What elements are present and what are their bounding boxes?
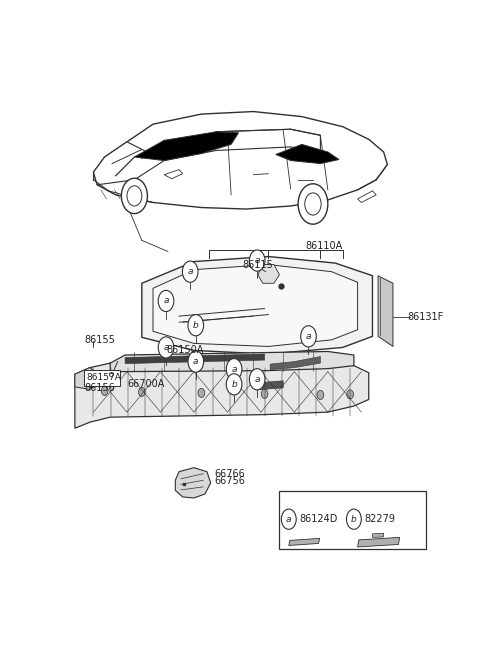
Circle shape (182, 261, 198, 282)
Text: b: b (351, 515, 357, 523)
Text: 86155: 86155 (84, 335, 115, 345)
Polygon shape (257, 380, 283, 390)
Text: a: a (163, 343, 169, 352)
FancyBboxPatch shape (279, 491, 426, 550)
Text: b: b (193, 321, 199, 330)
Text: 82279: 82279 (364, 514, 396, 524)
Polygon shape (175, 468, 211, 498)
Text: a: a (306, 332, 311, 341)
Text: a: a (163, 297, 169, 306)
Polygon shape (125, 354, 264, 363)
FancyBboxPatch shape (84, 370, 120, 386)
Text: 66756: 66756 (215, 476, 245, 486)
Polygon shape (142, 256, 372, 354)
Polygon shape (164, 170, 183, 178)
Circle shape (317, 390, 324, 400)
Polygon shape (134, 132, 239, 161)
Text: a: a (254, 256, 260, 265)
Text: 86131F: 86131F (408, 312, 444, 322)
Polygon shape (358, 537, 400, 547)
Circle shape (347, 390, 353, 399)
Text: 86115: 86115 (242, 260, 273, 270)
Circle shape (226, 374, 242, 395)
Text: a: a (286, 515, 291, 523)
Circle shape (249, 250, 265, 271)
Polygon shape (153, 264, 358, 346)
Circle shape (261, 390, 268, 398)
Circle shape (226, 359, 242, 380)
Text: 86124D: 86124D (299, 514, 337, 524)
Polygon shape (358, 191, 376, 203)
Circle shape (347, 509, 361, 529)
Circle shape (249, 369, 265, 390)
Text: a: a (188, 267, 193, 276)
Circle shape (281, 509, 296, 529)
Circle shape (188, 315, 204, 336)
Text: 86150A: 86150A (166, 346, 204, 356)
Circle shape (101, 386, 108, 396)
Polygon shape (90, 374, 108, 388)
Text: a: a (254, 375, 260, 384)
Circle shape (188, 351, 204, 372)
Polygon shape (164, 129, 321, 161)
Text: a: a (231, 365, 237, 374)
Text: 86110A: 86110A (305, 241, 343, 251)
Polygon shape (276, 144, 339, 163)
Text: a: a (193, 357, 199, 366)
Polygon shape (110, 352, 354, 372)
Circle shape (139, 387, 145, 396)
Circle shape (158, 291, 174, 312)
Circle shape (158, 337, 174, 358)
Circle shape (300, 326, 316, 347)
Polygon shape (378, 276, 393, 346)
Text: 66766: 66766 (215, 469, 245, 479)
Polygon shape (94, 142, 164, 185)
Text: 86156: 86156 (84, 383, 115, 393)
Polygon shape (75, 360, 369, 428)
Circle shape (121, 178, 147, 214)
Polygon shape (258, 264, 279, 283)
Polygon shape (75, 367, 97, 390)
Circle shape (298, 184, 328, 224)
Polygon shape (94, 112, 387, 209)
Polygon shape (372, 533, 384, 537)
Polygon shape (289, 539, 320, 545)
Text: 86157A: 86157A (86, 373, 121, 382)
Text: b: b (231, 380, 237, 389)
Text: 66700A: 66700A (127, 379, 164, 389)
Polygon shape (270, 357, 321, 370)
Circle shape (198, 388, 204, 398)
